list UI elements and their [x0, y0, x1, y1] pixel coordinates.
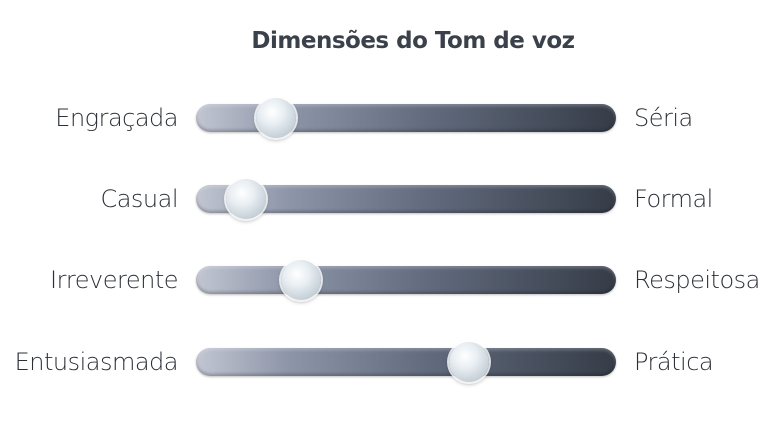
slider-track[interactable]	[196, 348, 616, 376]
slider-row-casual-formal: Casual Formal	[0, 179, 768, 219]
slider-left-label: Entusiasmada	[14, 348, 179, 376]
slider-right-label: Formal	[634, 185, 713, 213]
slider-right-label: Prática	[634, 348, 714, 376]
slider-track[interactable]	[196, 266, 616, 294]
page-title: Dimensões do Tom de voz	[251, 28, 575, 54]
slider-left-label: Engraçada	[55, 104, 178, 132]
slider-right-label: Respeitosa	[634, 266, 760, 294]
slider-row-irreverente-respeitosa: Irreverente Respeitosa	[0, 260, 768, 300]
slider-row-entusiasmada-pratica: Entusiasmada Prática	[0, 342, 768, 382]
slider-left-label: Casual	[100, 185, 178, 213]
slider-knob[interactable]	[281, 260, 321, 300]
slider-knob[interactable]	[449, 342, 489, 382]
slider-knob[interactable]	[255, 98, 296, 138]
slider-row-engracada-seria: Engraçada Séria	[0, 98, 768, 138]
slider-right-label: Séria	[634, 104, 693, 132]
slider-left-label: Irreverente	[49, 266, 179, 294]
slider-knob[interactable]	[226, 179, 267, 219]
